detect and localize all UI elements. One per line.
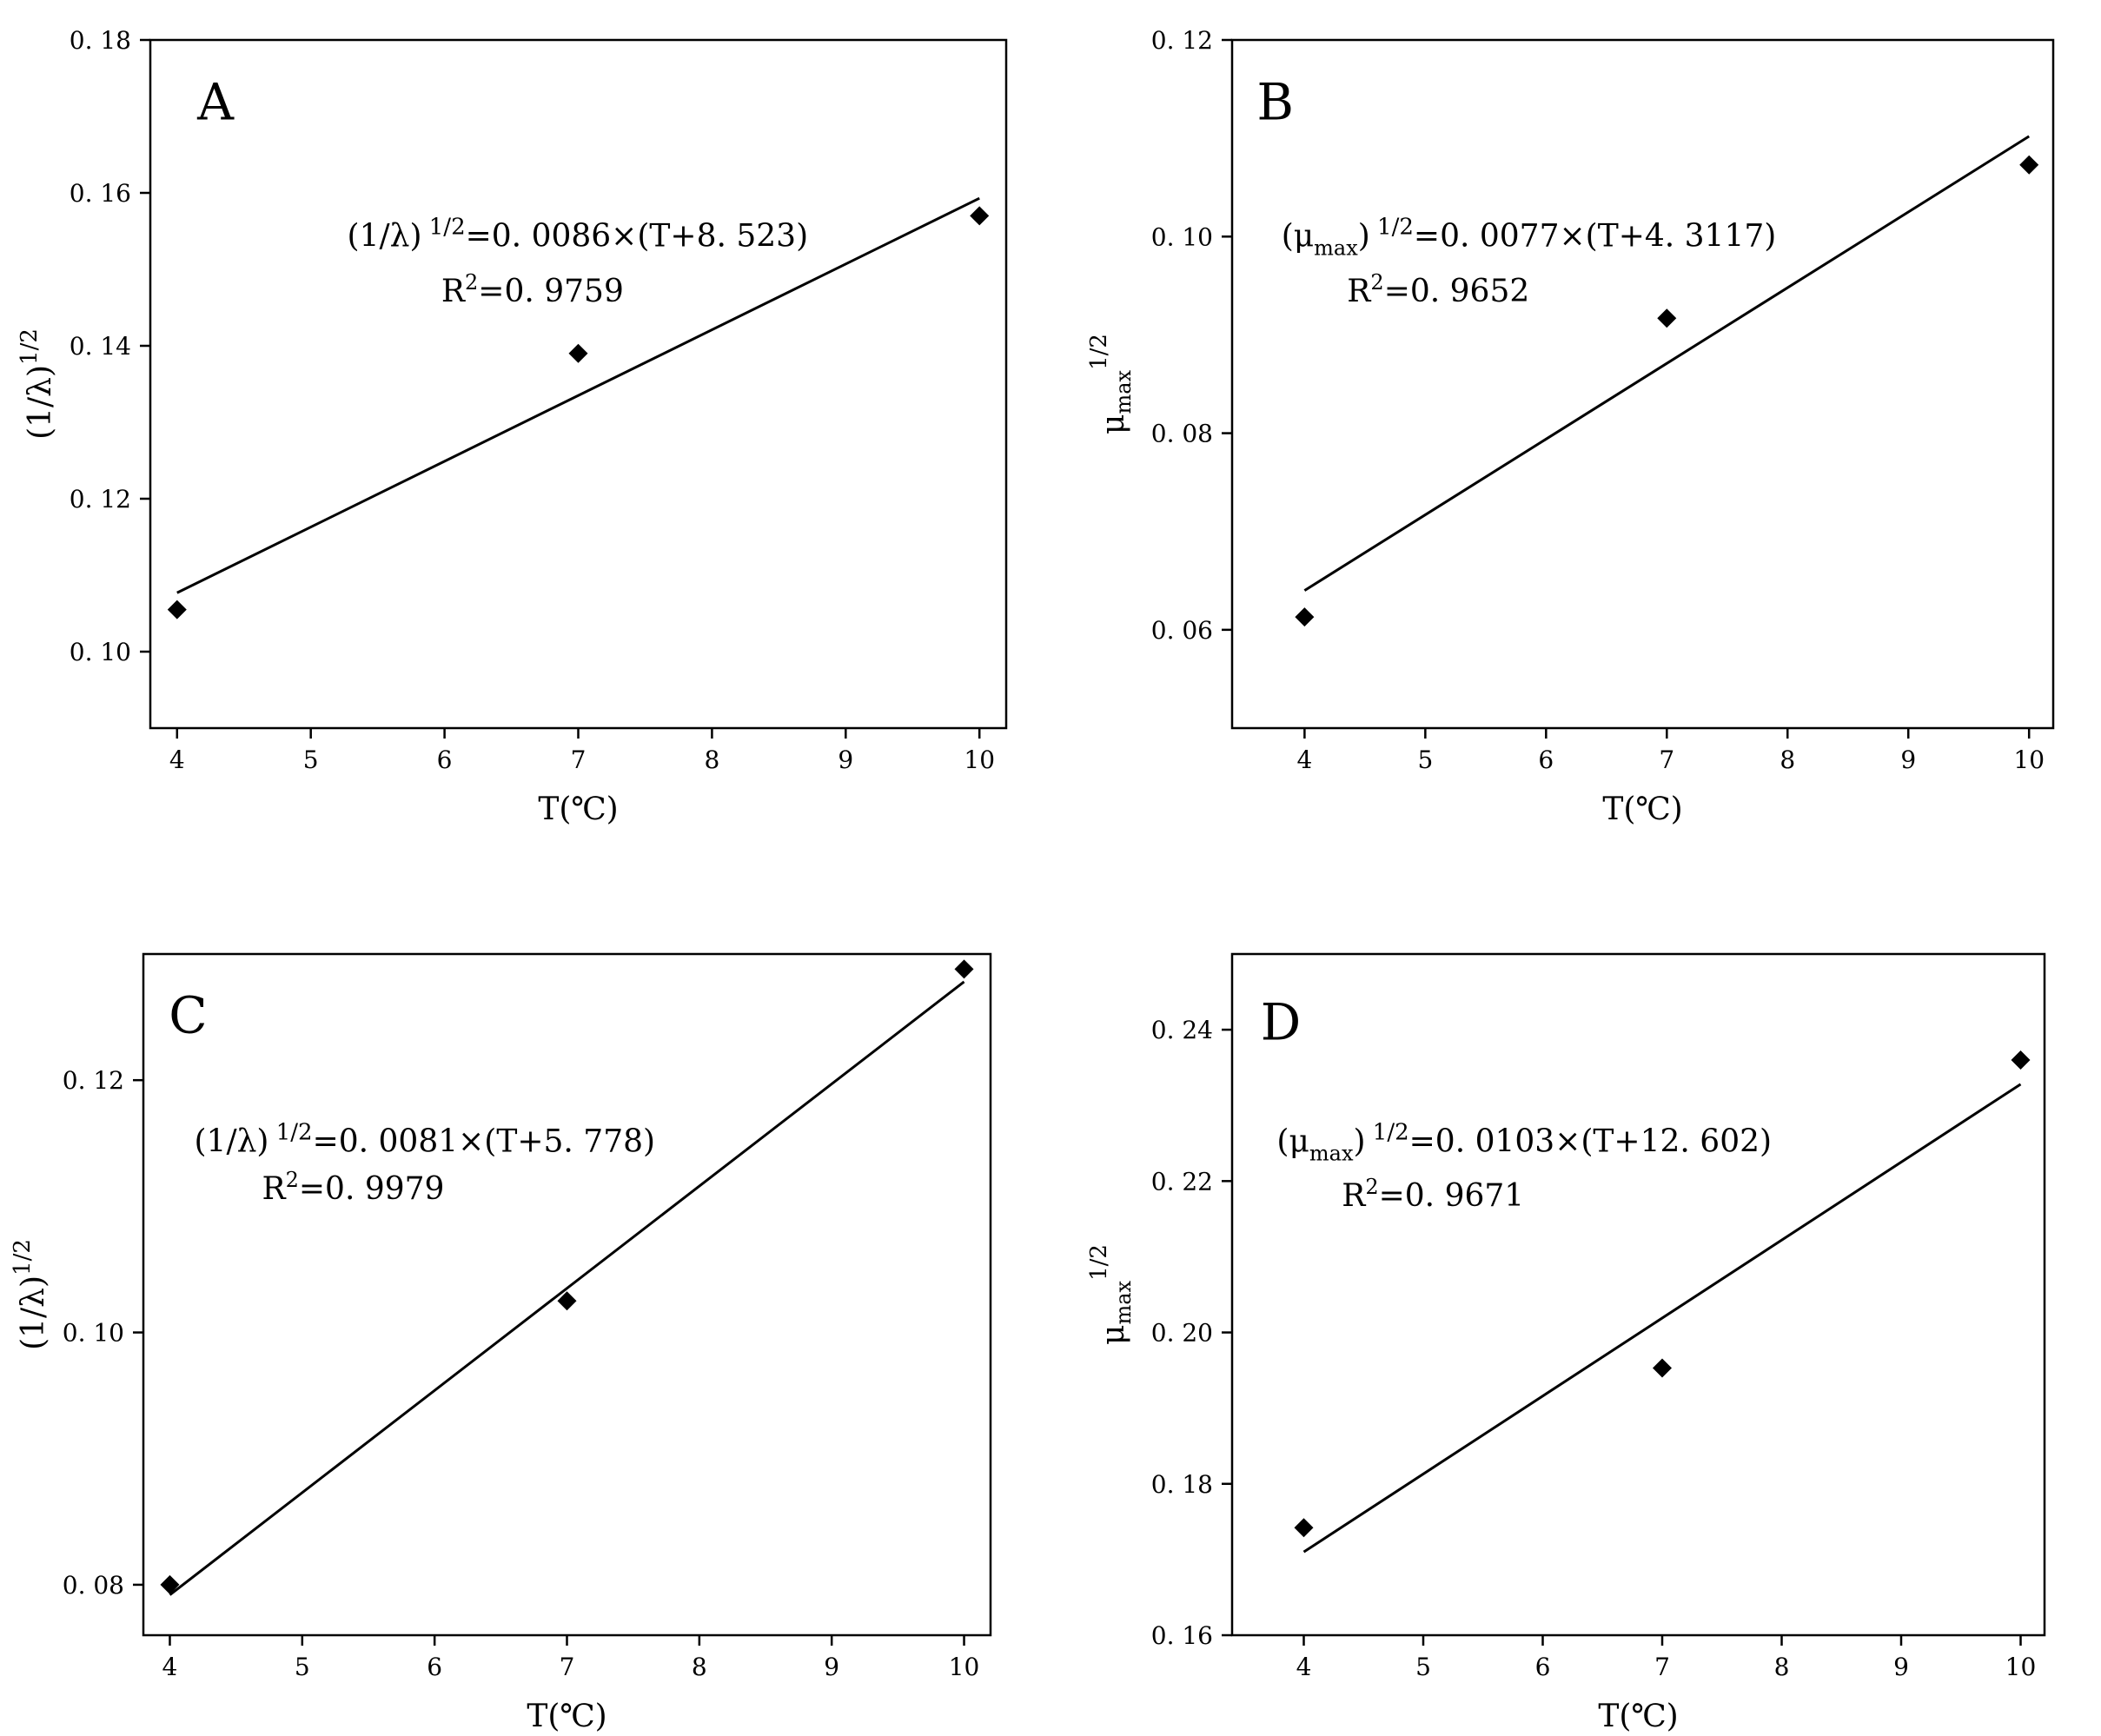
y-tick-label: 0. 22 [1151,1167,1213,1196]
x-tick-label: 4 [162,1653,178,1681]
data-point [1294,1518,1314,1538]
x-tick-label: 8 [1774,1653,1790,1681]
r-squared: R2=0. 9671 [1342,1175,1524,1214]
x-tick-label: 8 [704,745,719,774]
x-tick-label: 6 [437,745,453,774]
x-tick-label: 5 [295,1653,310,1681]
fit-equation: (μmax) 1/2=0. 0103×(T+12. 602) [1276,1119,1772,1165]
x-tick-label: 10 [2005,1653,2037,1681]
r-squared: R2=0. 9979 [262,1168,445,1207]
data-point [167,600,187,620]
data-point [2019,155,2039,175]
x-tick-label: 8 [692,1653,707,1681]
y-axis-title: μmax1/2 [1086,1244,1136,1345]
y-tick-label: 0. 12 [1151,26,1213,55]
y-tick-label: 0. 20 [1151,1319,1213,1348]
plot-frame [149,38,1008,730]
x-axis-title: T(℃) [527,1699,606,1734]
x-tick-label: 10 [949,1653,980,1681]
data-point [160,1574,180,1594]
x-tick-label: 7 [571,745,587,774]
x-tick-label: 9 [824,1653,839,1681]
plot-frame [1230,38,2055,730]
fit-equation: (1/λ) 1/2=0. 0081×(T+5. 778) [195,1119,656,1159]
plot-frame [1230,952,2046,1637]
r-squared: R2=0. 9652 [1347,270,1529,309]
y-tick-label: 0. 24 [1151,1016,1213,1044]
panel-letter: A [196,72,235,131]
y-tick-label: 0. 08 [63,1571,124,1600]
x-tick-label: 6 [427,1653,442,1681]
y-tick-label: 0. 10 [63,1319,124,1348]
fit-line [1302,1083,2022,1554]
y-tick-label: 0. 12 [70,485,131,514]
y-axis-title: (1/λ)1/2 [17,328,58,440]
y-tick-label: 0. 08 [1151,420,1213,448]
x-tick-label: 4 [1296,745,1312,774]
x-tick-label: 5 [303,745,319,774]
panel-b: 4 5 6 7 8 9 10 0. 06 0. 08 0. 10 0. 12 T(℃) μmax1/2 B… [1086,26,2055,827]
x-tick-label: 7 [560,1653,575,1681]
fit-equation: (1/λ) 1/2=0. 0086×(T+8. 523) [348,215,809,255]
x-tick-label: 4 [1296,1653,1312,1681]
data-point [1657,308,1677,328]
fit-equation: (μmax) 1/2=0. 0077×(T+4. 3117) [1282,215,1777,261]
data-point [2011,1050,2031,1070]
x-tick-label: 9 [1893,1653,1909,1681]
data-point [1295,607,1315,627]
data-point [568,343,588,363]
x-tick-label: 5 [1415,1653,1431,1681]
data-point [1653,1358,1672,1378]
y-tick-label: 0. 18 [70,26,131,55]
panel-c: 4 5 6 7 8 9 10 0. 08 0. 10 0. 12 T(℃) (1/λ)1/2 C (1/λ… [10,952,992,1734]
data-point [970,206,990,226]
y-tick-label: 0. 18 [1151,1470,1213,1499]
x-tick-label: 7 [1654,1653,1670,1681]
panel-a: 4 5 6 7 8 9 10 0. 10 0. 12 0. 14 0. 16 0. 18 T(℃) (1/… [17,26,1008,827]
y-tick-label: 0. 16 [70,179,131,208]
data-point [954,959,974,979]
x-axis-title: T(℃) [538,792,618,827]
y-axis-title: (1/λ)1/2 [10,1239,51,1350]
y-axis-title: μmax1/2 [1086,334,1136,434]
x-tick-label: 10 [2013,745,2045,774]
x-tick-label: 9 [838,745,853,774]
x-tick-label: 4 [169,745,185,774]
y-tick-label: 0. 16 [1151,1621,1213,1650]
x-tick-label: 9 [1900,745,1916,774]
y-tick-label: 0. 14 [70,332,131,361]
x-axis-title: T(℃) [1602,792,1682,827]
fit-line [1303,135,2031,592]
x-tick-label: 6 [1535,1653,1551,1681]
y-tick-label: 0. 10 [70,638,131,666]
x-tick-label: 7 [1659,745,1674,774]
panel-letter: D [1261,992,1302,1051]
y-tick-label: 0. 10 [1151,222,1213,251]
fit-line [169,980,965,1596]
x-tick-label: 10 [964,745,995,774]
x-axis-title: T(℃) [1598,1699,1678,1734]
panel-d: 4 5 6 7 8 9 10 0. 16 0. 18 0. 20 0. 22 0. 24 T(℃) μma… [1086,952,2046,1734]
panel-letter: B [1256,72,1294,131]
data-point [557,1291,577,1311]
y-tick-label: 0. 12 [63,1066,124,1095]
r-squared: R2=0. 9759 [441,270,624,309]
y-tick-label: 0. 06 [1151,616,1213,645]
fit-line [176,196,980,594]
x-tick-label: 6 [1538,745,1554,774]
panel-letter: C [169,986,207,1045]
x-tick-label: 5 [1417,745,1433,774]
x-tick-label: 8 [1780,745,1795,774]
